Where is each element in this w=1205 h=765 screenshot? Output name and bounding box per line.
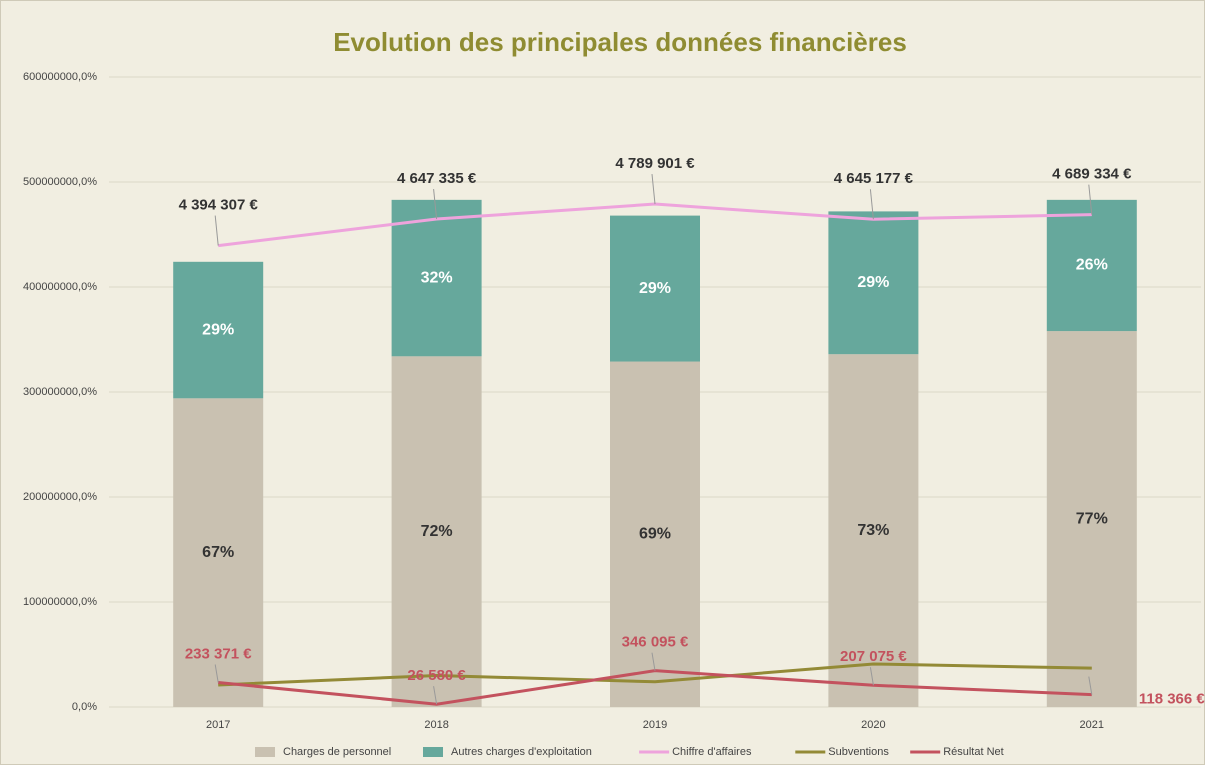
bar-segment bbox=[1046, 199, 1137, 332]
label-leader bbox=[433, 686, 438, 705]
y-tick-label: 600000000,0% bbox=[23, 71, 97, 83]
legend-label: Subventions bbox=[828, 746, 889, 758]
line-value-label: 233 371 € bbox=[185, 645, 252, 662]
line-value-label: 4 789 901 € bbox=[615, 155, 695, 172]
bar-segment bbox=[173, 261, 264, 399]
bar-share-label: 67% bbox=[202, 544, 234, 561]
chart-title: Evolution des principales données financ… bbox=[333, 27, 907, 57]
bar-share-label: 29% bbox=[857, 274, 889, 291]
bar-segment bbox=[828, 211, 919, 355]
label-leader bbox=[651, 652, 656, 671]
label-leader bbox=[869, 189, 874, 220]
label-leader bbox=[214, 215, 219, 246]
bar-segment bbox=[610, 215, 700, 362]
line-value-label: 4 689 334 € bbox=[1052, 166, 1132, 183]
legend-label: Charges de personnel bbox=[283, 746, 391, 758]
label-leader bbox=[214, 664, 219, 683]
legend-swatch bbox=[423, 747, 443, 757]
line-value-label: 4 394 307 € bbox=[179, 197, 259, 214]
line-value-label: 26 580 € bbox=[407, 667, 466, 684]
label-leader bbox=[651, 174, 656, 205]
x-tick-label: 2017 bbox=[206, 719, 230, 731]
bar-segment bbox=[173, 398, 264, 707]
bar-share-label: 29% bbox=[639, 280, 671, 297]
line-series bbox=[218, 662, 1092, 687]
bar-share-label: 73% bbox=[857, 522, 889, 539]
y-tick-label: 0,0% bbox=[72, 701, 97, 713]
bar-segment bbox=[610, 361, 700, 707]
bar-segment bbox=[391, 356, 482, 707]
y-tick-label: 200000000,0% bbox=[23, 491, 97, 503]
bar-segment bbox=[1046, 331, 1137, 707]
y-tick-label: 500000000,0% bbox=[23, 176, 97, 188]
bar-share-label: 26% bbox=[1076, 257, 1108, 274]
bar-share-label: 29% bbox=[202, 321, 234, 338]
legend-swatch bbox=[255, 747, 275, 757]
line-value-label: 4 645 177 € bbox=[834, 170, 914, 187]
x-tick-label: 2021 bbox=[1080, 719, 1104, 731]
line-value-label: 4 647 335 € bbox=[397, 170, 477, 187]
bar-share-label: 32% bbox=[421, 269, 453, 286]
bar-share-label: 77% bbox=[1076, 510, 1108, 527]
bar-share-label: 69% bbox=[639, 525, 671, 542]
y-tick-label: 300000000,0% bbox=[23, 386, 97, 398]
x-tick-label: 2018 bbox=[424, 719, 448, 731]
bar-share-label: 72% bbox=[421, 523, 453, 540]
y-tick-label: 100000000,0% bbox=[23, 596, 97, 608]
line-value-label: 346 095 € bbox=[622, 634, 689, 651]
bar-segment bbox=[828, 354, 919, 707]
legend-label: Chiffre d'affaires bbox=[672, 746, 752, 758]
label-leader bbox=[433, 188, 438, 220]
line-value-label: 207 075 € bbox=[840, 648, 907, 665]
line-value-label: 118 366 € bbox=[1139, 691, 1205, 708]
label-leader bbox=[1088, 184, 1093, 215]
x-tick-label: 2020 bbox=[861, 719, 885, 731]
bar-segment bbox=[391, 199, 482, 357]
label-leader bbox=[869, 667, 874, 686]
x-tick-label: 2019 bbox=[643, 719, 667, 731]
y-tick-label: 400000000,0% bbox=[23, 281, 97, 293]
legend-label: Autres charges d'exploitation bbox=[451, 746, 592, 758]
legend-label: Résultat Net bbox=[943, 746, 1004, 758]
label-leader bbox=[1088, 676, 1093, 695]
